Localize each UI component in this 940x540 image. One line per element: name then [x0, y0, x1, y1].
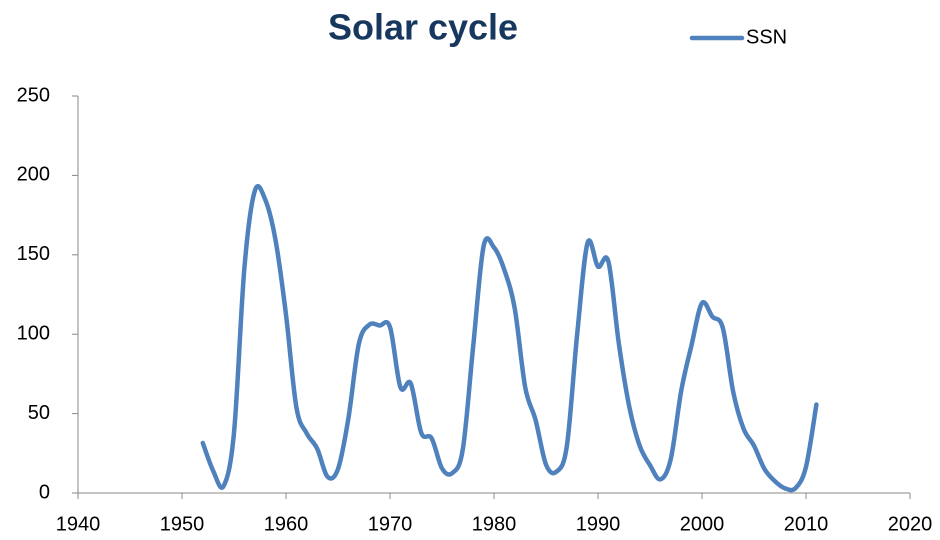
- x-tick-label: 1970: [368, 513, 413, 535]
- x-tick-label: 1980: [472, 513, 517, 535]
- x-tick-label: 1990: [576, 513, 621, 535]
- data-line: [200, 184, 819, 493]
- x-tick-label: 1940: [56, 513, 101, 535]
- y-tick-label: 100: [17, 322, 50, 344]
- legend-label: SSN: [746, 26, 787, 48]
- x-tick-label: 2010: [784, 513, 829, 535]
- y-tick-label: 50: [28, 402, 50, 424]
- x-tick-label: 2000: [680, 513, 725, 535]
- y-tick-label: 250: [17, 84, 50, 106]
- y-tick-label: 0: [39, 481, 50, 503]
- x-tick-label: 2020: [888, 513, 933, 535]
- chart-title: Solar cycle: [328, 7, 518, 48]
- x-tick-label: 1950: [160, 513, 205, 535]
- y-tick-label: 200: [17, 164, 50, 186]
- y-tick-label: 150: [17, 243, 50, 265]
- x-tick-label: 1960: [264, 513, 309, 535]
